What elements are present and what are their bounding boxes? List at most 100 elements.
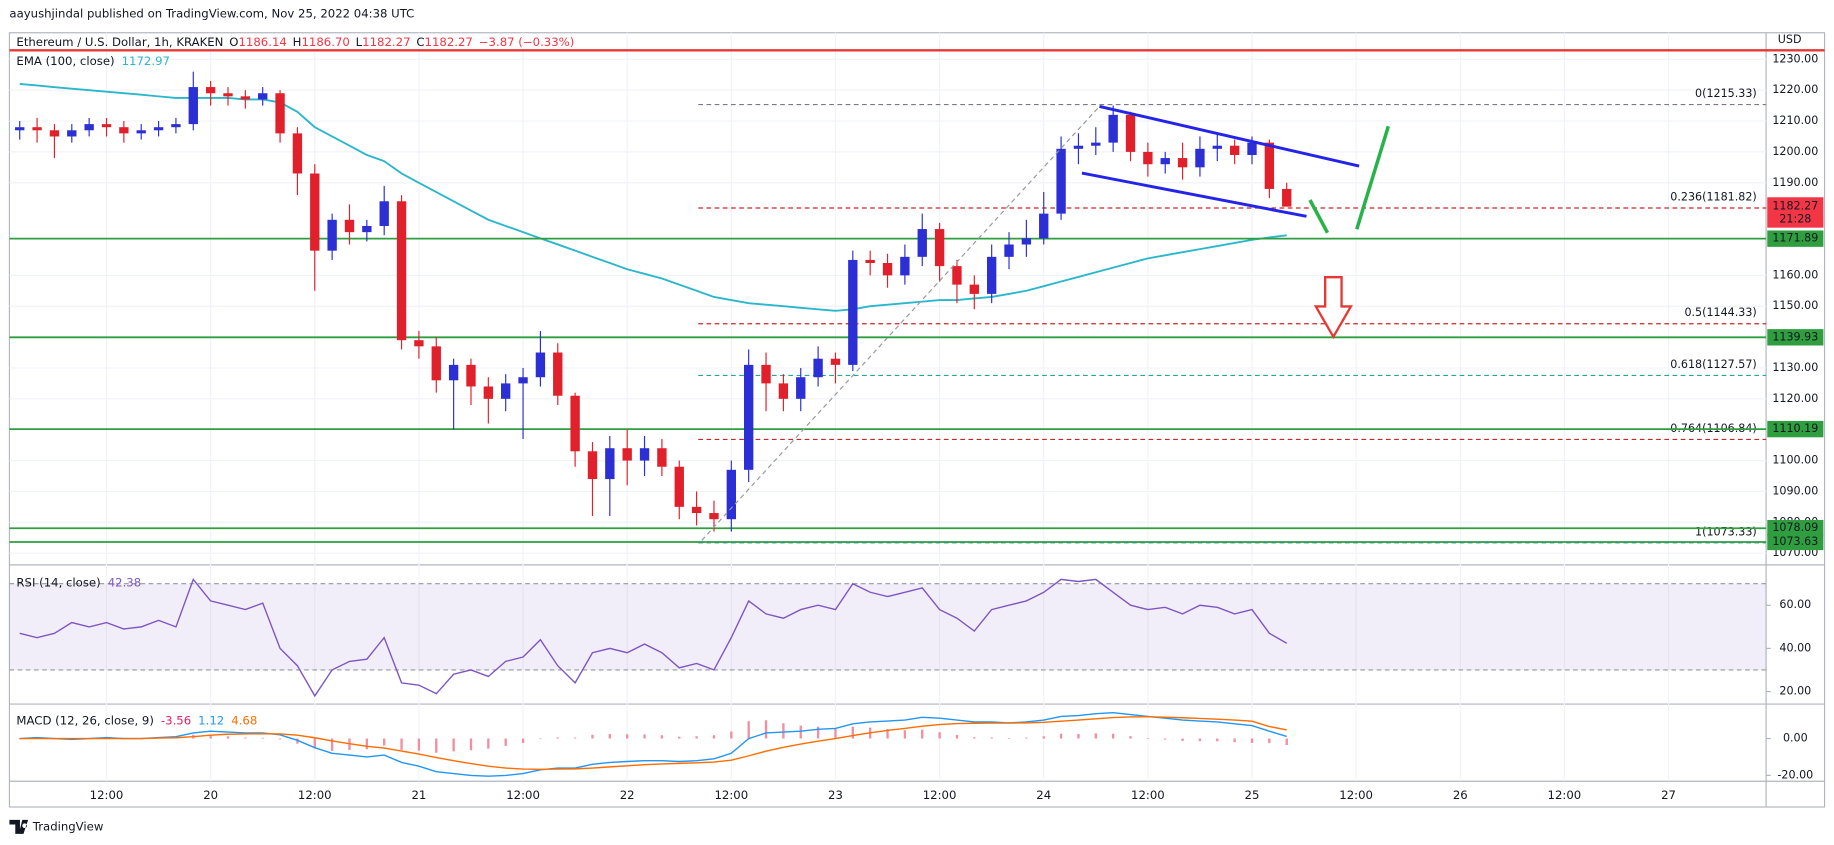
support-label: 1073.63 (1772, 535, 1818, 548)
candle-body (136, 130, 146, 134)
candle-body (1039, 213, 1049, 239)
channel-line-upper (1099, 105, 1360, 168)
macd-histogram-bar (938, 732, 941, 739)
candle-body (240, 96, 251, 100)
candle-body (448, 364, 459, 381)
candle-body (744, 364, 754, 470)
candle-body (1091, 142, 1101, 146)
candle-body (327, 219, 337, 251)
candle-body (969, 284, 979, 294)
y-tick-label: 1160.00 (1772, 268, 1818, 281)
last-price-box (1767, 197, 1824, 228)
y-tick-label: 1120.00 (1772, 392, 1818, 405)
macd-histogram-bar (955, 735, 959, 739)
x-tick-label: 21 (411, 788, 426, 802)
y-tick-label: 1230.00 (1772, 52, 1818, 65)
ema-line (19, 83, 1287, 312)
support-label: 1078.09 (1772, 521, 1818, 534)
candle-body (466, 364, 476, 387)
annotations (701, 105, 1391, 541)
candle-body (691, 506, 702, 514)
macd-histogram-bar (573, 737, 577, 739)
green-stroke (1355, 125, 1391, 230)
candle-body (501, 383, 511, 399)
candle-body (362, 225, 372, 233)
x-tick-label: 25 (1245, 788, 1260, 802)
candle-body (657, 448, 667, 467)
macd-histogram-bar (556, 737, 559, 739)
x-tick-label: 22 (620, 788, 635, 802)
x-tick-label: 24 (1036, 788, 1051, 802)
candle-body (917, 229, 927, 257)
macd-histogram-bar (782, 723, 785, 739)
x-tick-label: 12:00 (923, 788, 957, 802)
ema-value: 1172.97 (122, 53, 170, 67)
macd-histogram-bar (1216, 738, 1219, 742)
x-tick-label: 12:00 (1131, 788, 1165, 802)
macd-histogram-value: -3.56 (161, 713, 191, 727)
candle-body (726, 469, 737, 520)
x-tick-label: 20 (203, 788, 218, 802)
macd-histogram-bar (591, 734, 594, 739)
candle-body (674, 466, 684, 507)
candle-body (1229, 145, 1240, 155)
frame (8, 32, 1826, 808)
macd-value: 1.12 (198, 713, 224, 727)
candle-body (761, 364, 771, 384)
macd-histogram-bar (1181, 738, 1184, 741)
x-tick-label: 12:00 (1548, 788, 1582, 802)
ohlc-value: 1182.27 (362, 35, 410, 49)
plot-layer: 12:00 20 12:00 21 12:00 22 12:00 23 12:00 24 12:00… (9, 32, 1825, 802)
macd-histogram-bar (383, 738, 386, 746)
candle-body (900, 256, 910, 276)
macd-histogram-bar (886, 729, 889, 739)
candle-body (1212, 145, 1222, 149)
candle-body (1056, 148, 1066, 214)
macd-histogram-bar (834, 728, 837, 739)
rsi-value: 42.38 (108, 575, 141, 589)
macd-histogram-bar (1198, 738, 1202, 742)
macd-histogram-bar (990, 737, 993, 739)
macd-histogram-bar (816, 726, 820, 739)
support-label: 1110.19 (1772, 422, 1818, 435)
macd-legend: MACD (12, 26, close, 9) -3.56 1.12 4.68 (16, 713, 257, 727)
candle-body (1264, 142, 1275, 189)
macd-name: MACD (12, 26, close, 9) (16, 713, 153, 727)
x-tick-label: 12:00 (298, 788, 332, 802)
macd-histogram-bar (626, 734, 629, 739)
candle-body (258, 93, 268, 100)
macd-histogram-bar (1164, 738, 1167, 740)
candle-body (1195, 148, 1205, 168)
macd-histogram-bar (1007, 738, 1011, 739)
macd-histogram-bar (695, 736, 698, 739)
macd-histogram-bar (799, 725, 802, 739)
macd-histogram-bar (469, 738, 473, 751)
macd-histogram-bar (1094, 733, 1097, 739)
macd-histogram-bar (973, 737, 976, 739)
x-tick-label: 12:00 (1339, 788, 1373, 802)
candle-body (778, 383, 789, 399)
candle-body (188, 87, 198, 125)
candle-body (119, 127, 129, 134)
candle-body (639, 448, 650, 461)
macd-histogram-bar (261, 737, 264, 739)
currency-label: USD (1778, 33, 1802, 46)
legend-title: Ethereum / U.S. Dollar, 1h, KRAKEN (16, 35, 223, 49)
y-tick-label: 1200.00 (1772, 145, 1818, 158)
macd-histogram-bar (730, 731, 733, 739)
rsi-tick-label: 40.00 (1779, 641, 1811, 654)
macd-histogram-bar (921, 729, 924, 739)
candle-body (952, 266, 962, 285)
candle-body (986, 256, 997, 294)
candle-body (518, 377, 528, 384)
ohlc-key: O (229, 35, 238, 49)
candle-body (153, 127, 164, 131)
macd-histogram-bar (1059, 733, 1063, 739)
candle-body (934, 229, 945, 267)
candle-body (310, 173, 320, 251)
candle-body (865, 259, 875, 264)
macd-histogram-bar (851, 726, 854, 739)
macd-histogram-bar (1025, 737, 1028, 739)
